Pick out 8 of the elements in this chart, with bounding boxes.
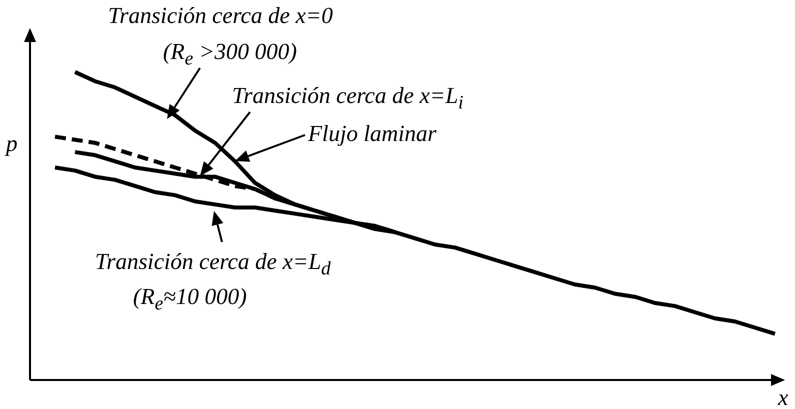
annotation: (R$_{e}$≈10 000): [133, 284, 247, 315]
text: Transición cerca de x=0: [108, 3, 333, 28]
annotation: Transición cerca de x=L$_{i}$: [232, 83, 464, 114]
x-axis-title: x: [778, 385, 788, 409]
annotation: Transición cerca de x=L$_{d}$: [95, 249, 331, 280]
y-axis-title: p: [6, 131, 18, 156]
text: (R$_{e}$ >300 000): [163, 39, 297, 70]
annotation: Flujo laminar: [308, 121, 436, 146]
